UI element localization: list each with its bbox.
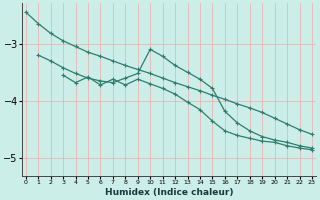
X-axis label: Humidex (Indice chaleur): Humidex (Indice chaleur) [105,188,233,197]
